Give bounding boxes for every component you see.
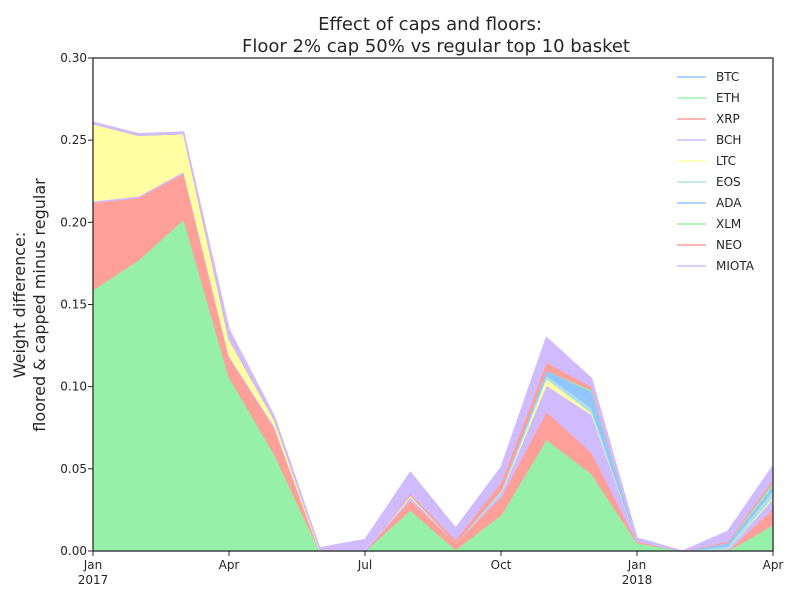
y-tick-label: 0.15 — [60, 298, 87, 312]
y-tick-label: 0.00 — [60, 544, 87, 558]
y-tick-label: 0.20 — [60, 215, 87, 229]
plot-frame — [92, 57, 774, 552]
y-tick-label: 0.25 — [60, 133, 87, 147]
legend-label-xlm: XLM — [716, 217, 741, 231]
x-tick-label: Oct — [491, 558, 512, 572]
chart-title-line-2: Floor 2% cap 50% vs regular top 10 baske… — [242, 36, 630, 57]
y-tick-label: 0.05 — [60, 462, 87, 476]
chart-title-line-1: Effect of caps and floors: — [318, 14, 542, 35]
y-axis-label-line-1: Weight difference: — [10, 232, 29, 379]
legend: BTC ETH XRP BCH LTC EOS ADA XLM NEO MIOTA — [677, 70, 755, 273]
legend-label-btc: BTC — [716, 70, 739, 84]
legend-label-ltc: LTC — [716, 154, 736, 168]
x-tick-label: Jan — [627, 558, 647, 572]
x-tick-year-label: 2017 — [78, 573, 109, 587]
legend-label-neo: NEO — [716, 238, 742, 252]
x-tick-label: Jan — [83, 558, 103, 572]
x-tick-label: Jul — [357, 558, 372, 572]
legend-label-eos: EOS — [716, 175, 741, 189]
legend-label-eth: ETH — [716, 91, 740, 105]
y-axis-ticks: 0.00 0.05 0.10 0.15 0.20 0.25 0.30 — [60, 51, 93, 558]
x-tick-label: Apr — [763, 558, 784, 572]
legend-label-xrp: XRP — [716, 112, 740, 126]
y-axis-label-line-2: floored & capped minus regular — [30, 178, 49, 432]
x-tick-label: Apr — [219, 558, 240, 572]
legend-label-ada: ADA — [716, 196, 742, 210]
y-tick-label: 0.30 — [60, 51, 87, 65]
x-tick-year-label: 2018 — [622, 573, 653, 587]
legend-label-bch: BCH — [716, 133, 741, 147]
legend-label-miota: MIOTA — [716, 259, 755, 273]
y-tick-label: 0.10 — [60, 380, 87, 394]
